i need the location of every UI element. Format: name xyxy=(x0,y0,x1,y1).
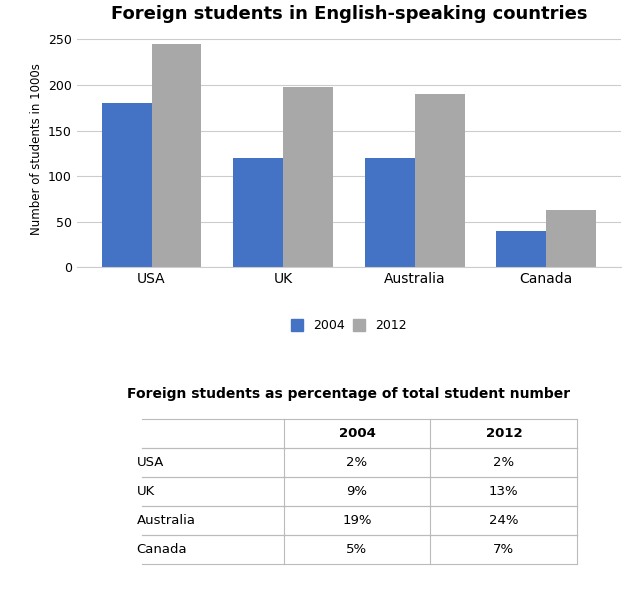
Bar xyxy=(283,87,333,268)
Text: 2004: 2004 xyxy=(339,427,376,440)
Y-axis label: Number of students in 1000s: Number of students in 1000s xyxy=(29,63,42,235)
Text: 24%: 24% xyxy=(489,514,518,527)
Legend: 2004, 2012: 2004, 2012 xyxy=(291,319,407,332)
Text: 7%: 7% xyxy=(493,543,515,556)
Bar xyxy=(102,103,152,268)
Text: USA: USA xyxy=(137,456,164,469)
Text: Australia: Australia xyxy=(137,514,196,527)
Text: 9%: 9% xyxy=(346,485,367,498)
Bar xyxy=(546,210,596,268)
Text: Foreign students as percentage of total student number: Foreign students as percentage of total … xyxy=(127,387,570,401)
Bar xyxy=(415,94,465,268)
Bar xyxy=(152,44,202,268)
Text: 2012: 2012 xyxy=(486,427,522,440)
Text: 13%: 13% xyxy=(489,485,518,498)
Title: Foreign students in English-speaking countries: Foreign students in English-speaking cou… xyxy=(111,5,587,23)
Bar xyxy=(233,158,283,268)
Text: 2%: 2% xyxy=(346,456,367,469)
Text: Canada: Canada xyxy=(137,543,188,556)
Bar xyxy=(365,158,415,268)
Bar xyxy=(496,231,546,268)
Text: 19%: 19% xyxy=(342,514,372,527)
Text: 2%: 2% xyxy=(493,456,515,469)
Text: 5%: 5% xyxy=(346,543,367,556)
Text: UK: UK xyxy=(137,485,155,498)
